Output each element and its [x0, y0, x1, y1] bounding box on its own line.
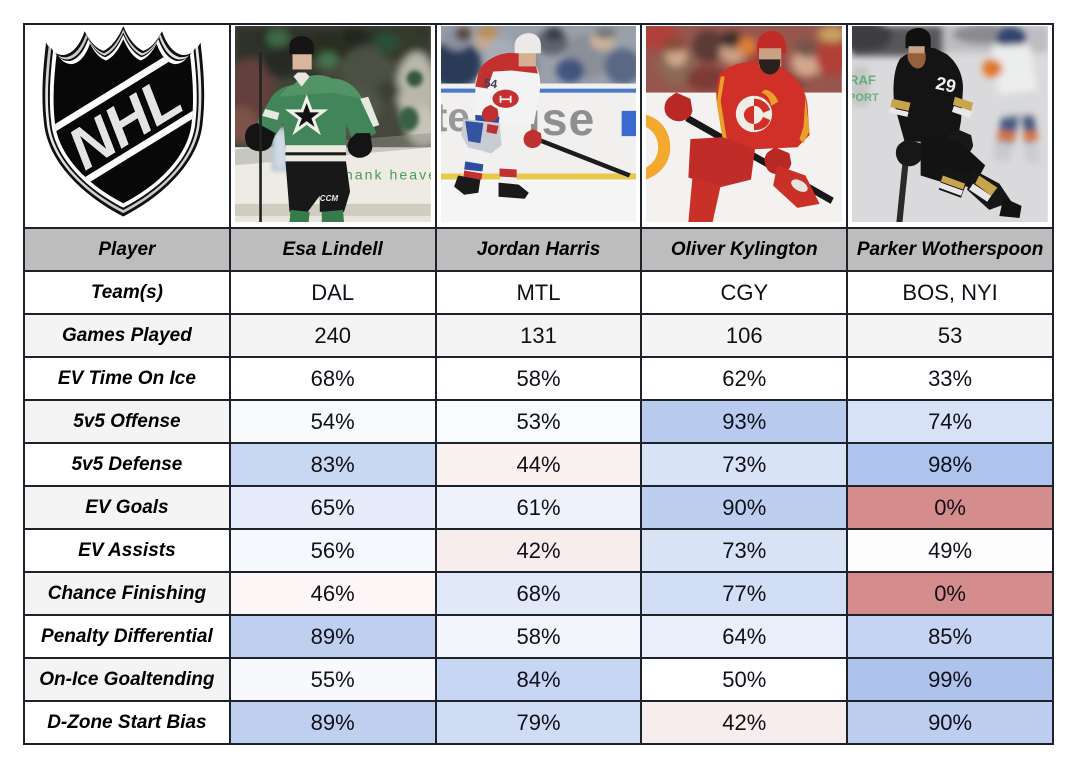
svg-text:CCM: CCM	[320, 194, 339, 203]
svg-text:54: 54	[483, 76, 499, 92]
svg-text:thank heaven: thank heaven	[339, 167, 431, 183]
svg-text:PORT: PORT	[852, 92, 879, 104]
svg-text:29: 29	[934, 73, 958, 97]
svg-text:RAF: RAF	[852, 73, 876, 88]
